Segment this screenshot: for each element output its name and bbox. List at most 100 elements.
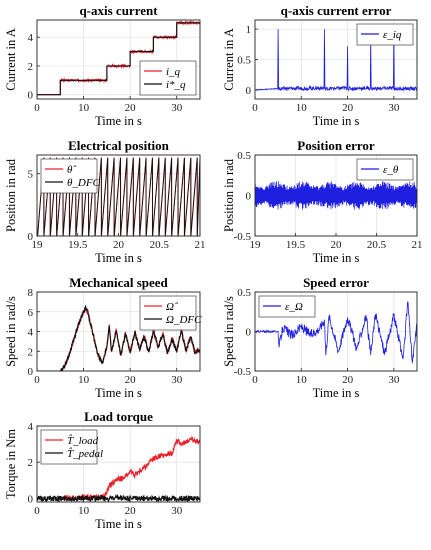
x-tick-label: 21 [412, 239, 423, 251]
y-axis-label: Torque in Nm [4, 429, 18, 499]
y-tick-label: 4 [28, 421, 34, 433]
x-tick-label: 21 [195, 239, 206, 251]
legend-label: θ_DFC [67, 177, 101, 189]
chart-title: Speed error [303, 275, 369, 290]
chart-title: Electrical position [68, 138, 170, 153]
axes-frame [254, 291, 418, 372]
y-tick-label: 0.5 [237, 287, 251, 299]
x-tick-label: 20 [342, 102, 354, 114]
legend: ε_iq [356, 23, 414, 46]
y-axis-label: Current in A [222, 28, 236, 91]
x-tick-label: 20 [125, 102, 137, 114]
legend-box [356, 158, 414, 181]
x-axis-label: Time in s [313, 386, 360, 400]
legend: Ω̂Ω_DFC [139, 295, 202, 331]
plot-area [37, 304, 200, 371]
series-line-1 [37, 22, 200, 96]
x-tick-label: 20 [113, 239, 125, 251]
legend-label: ε_iq [383, 29, 402, 41]
plot-area [37, 20, 200, 96]
y-axis-label: Speed in rad/s [4, 296, 18, 367]
x-tick-label: 20 [342, 374, 354, 386]
series-line-0 [62, 435, 200, 502]
axes-frame [36, 19, 201, 100]
x-tick-label: 10 [296, 102, 308, 114]
plot-area [255, 29, 417, 92]
legend-box [356, 23, 414, 46]
x-tick-label: 20.5 [367, 239, 387, 251]
chart-panel-p1: 0 10 20 30 0 2 4 q-axis current Time in s Current… [4, 3, 201, 128]
y-tick-label: 5 [28, 169, 34, 181]
y-tick-label: 4 [28, 327, 34, 339]
legend: i_qi*_q [139, 60, 197, 96]
y-tick-label: 0.5 [237, 55, 251, 67]
x-tick-label: 10 [78, 374, 90, 386]
legend-label: T̂_load [67, 434, 99, 447]
chart-title: q-axis current error [281, 3, 392, 18]
x-axis-label: Time in s [95, 114, 142, 128]
y-axis-label: Speed in rad/s [222, 296, 236, 367]
x-axis-label: Time in s [95, 251, 142, 265]
x-tick-label: 0 [252, 374, 258, 386]
y-tick-label: 0 [28, 231, 34, 243]
x-tick-label: 20 [331, 239, 343, 251]
legend: ε_θ [356, 158, 414, 181]
series-line-1 [37, 304, 200, 371]
x-tick-label: 0 [252, 102, 258, 114]
chart-title: Load torque [84, 409, 153, 424]
y-axis-label: Current in A [4, 28, 18, 91]
chart-panel-p2: 0 10 20 30 0 0.5 1 q-axis current error Time in … [222, 3, 418, 128]
y-tick-label: 8 [28, 287, 34, 299]
legend: θ̂θ_DFC [40, 158, 101, 194]
y-tick-label: 0 [28, 90, 34, 102]
x-tick-label: 30 [171, 505, 183, 517]
y-tick-label: 0 [246, 85, 252, 97]
x-tick-label: 0 [34, 374, 40, 386]
x-tick-label: 20 [125, 505, 137, 517]
x-tick-label: 19.5 [286, 239, 306, 251]
legend-box [258, 295, 316, 318]
axes-frame [254, 19, 418, 100]
x-tick-label: 30 [388, 374, 400, 386]
chart-title: Position error [297, 138, 375, 153]
y-tick-label: 6 [28, 307, 34, 319]
legend-label: Ω_DFC [166, 314, 202, 326]
x-tick-label: 0 [34, 505, 40, 517]
axes-frame [36, 154, 201, 237]
legend-box [139, 60, 197, 96]
legend-label: T̂_pedal [67, 447, 103, 460]
chart-title: q-axis current [79, 3, 158, 18]
y-tick-label: -0.5 [234, 231, 252, 243]
y-tick-label: 4 [28, 32, 34, 44]
x-tick-label: 10 [78, 505, 90, 517]
legend-label: θ̂ [67, 164, 77, 176]
plot-area [255, 181, 417, 210]
y-tick-label: 2 [28, 457, 34, 469]
legend-label: i*_q [166, 79, 186, 91]
x-tick-label: 20.5 [150, 239, 170, 251]
x-tick-label: 30 [388, 102, 400, 114]
axes-frame [36, 425, 201, 503]
chart-title: Mechanical speed [69, 275, 168, 290]
y-axis-label: Position in rad [222, 158, 236, 232]
y-tick-label: 0 [246, 327, 252, 339]
x-axis-label: Time in s [95, 386, 142, 400]
axes-frame [36, 291, 201, 372]
y-tick-label: 0 [28, 493, 34, 505]
x-tick-label: 0 [34, 102, 40, 114]
y-tick-label: 0 [246, 191, 252, 203]
y-tick-label: 2 [28, 346, 34, 358]
x-axis-label: Time in s [313, 114, 360, 128]
plot-area [37, 435, 200, 502]
y-tick-label: 0 [28, 366, 34, 378]
plot-area [255, 301, 417, 364]
x-axis-label: Time in s [313, 251, 360, 265]
y-tick-label: 1 [246, 24, 252, 36]
series-line-0 [255, 181, 417, 210]
legend-label: i_q [166, 66, 181, 78]
y-tick-label: 0.5 [237, 150, 251, 162]
x-tick-label: 30 [171, 374, 183, 386]
